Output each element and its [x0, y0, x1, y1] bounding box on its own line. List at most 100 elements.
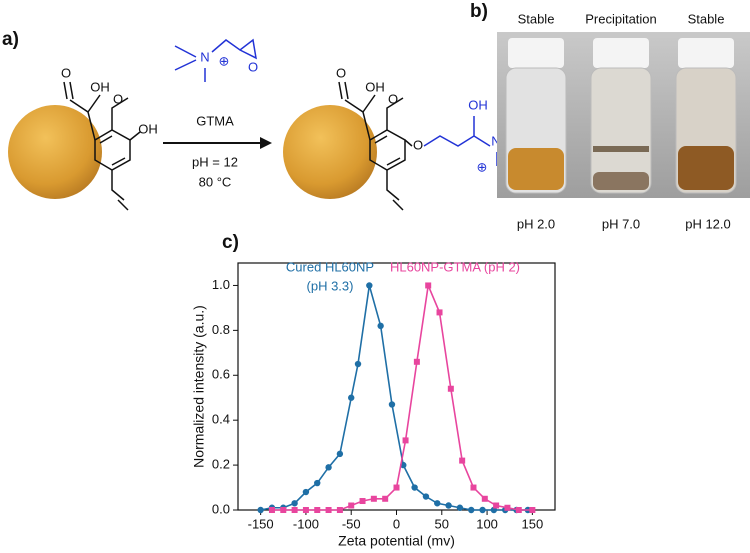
y-tick-label: 0.8: [212, 322, 230, 337]
x-tick-label: 0: [393, 516, 400, 531]
series-line: [260, 285, 528, 511]
marker: [325, 464, 332, 471]
atom-label: OH: [138, 121, 158, 136]
marker: [359, 498, 366, 505]
marker: [257, 506, 264, 514]
marker: [393, 484, 400, 491]
series-label: HL60NP-GTMA (pH 2): [390, 259, 520, 274]
marker: [302, 488, 310, 496]
atom-label: O: [113, 91, 123, 106]
marker: [291, 500, 298, 507]
marker: [529, 507, 536, 513]
y-axis-label: Normalized intensity (a.u.): [191, 305, 207, 468]
marker: [388, 401, 396, 408]
reactant: O OH O OH: [8, 65, 158, 211]
y-tick-label: 0.0: [212, 501, 230, 516]
marker: [515, 507, 522, 513]
marker: [504, 504, 511, 511]
vial-status: Stable: [518, 11, 555, 26]
panel-label: b): [470, 1, 488, 22]
x-tick-label: -50: [342, 516, 361, 531]
marker: [470, 484, 477, 491]
vial: [590, 38, 652, 194]
plot-frame: [237, 262, 556, 511]
marker: [336, 507, 343, 513]
x-tick-label: -150: [248, 516, 274, 531]
atom-label: N: [200, 49, 209, 64]
marker: [402, 437, 409, 444]
marker: [493, 502, 500, 509]
atom-label: O: [413, 137, 423, 152]
series-label: Cured HL60NP: [286, 259, 374, 274]
x-tick-label: -100: [293, 516, 319, 531]
atom-label: ⊕: [477, 159, 488, 174]
y-tick-label: 0.6: [212, 367, 230, 382]
marker: [377, 322, 384, 330]
marker: [314, 507, 321, 513]
x-axis-label: Zeta potential (mv): [338, 533, 455, 549]
marker: [445, 502, 452, 509]
atom-label: ⊕: [219, 53, 230, 68]
vial-ph: pH 2.0: [517, 216, 555, 231]
vial-photo: Stable Precipitation Stable pH 2.0 pH 7.…: [497, 11, 750, 231]
x-tick-label: 100: [476, 516, 498, 531]
atom-label: O: [61, 65, 71, 80]
vial: [505, 38, 567, 194]
atom-label: OH: [90, 79, 110, 94]
marker: [413, 358, 420, 365]
marker: [336, 450, 344, 458]
marker: [348, 394, 355, 401]
x-tick-label: 150: [522, 516, 544, 531]
reagent: N ⊕ O GTMA pH = 12 80 °C: [163, 38, 272, 189]
marker: [459, 457, 466, 464]
marker: [425, 282, 432, 289]
marker: [348, 502, 355, 509]
series-label: (pH 3.3): [307, 278, 354, 293]
vial-status: Precipitation: [585, 11, 657, 26]
marker: [479, 506, 486, 514]
y-tick-label: 1.0: [212, 277, 230, 292]
marker: [436, 309, 443, 316]
marker: [354, 360, 362, 368]
vial-status: Stable: [688, 11, 725, 26]
vial: [675, 38, 737, 194]
marker: [447, 385, 454, 392]
marker: [422, 493, 430, 500]
marker: [291, 507, 298, 513]
series-line: [271, 282, 533, 511]
atom-label: O: [248, 59, 258, 74]
marker: [411, 484, 418, 491]
y-tick-label: 0.2: [212, 457, 230, 472]
atom-label: N: [491, 133, 500, 148]
panel-label: c): [222, 232, 239, 253]
marker: [280, 507, 287, 513]
nanoparticle: [8, 105, 102, 199]
marker: [366, 282, 373, 289]
marker: [314, 479, 321, 487]
marker: [434, 500, 441, 507]
chart: -150 -100 -50 0 50 100 150 0.0 0.2 0.4 0.6 0.8 1.0 Ze…: [191, 259, 556, 549]
product: O OH O O OH N ⊕: [283, 65, 515, 211]
marker: [325, 507, 332, 513]
x-tick-label: 50: [435, 516, 449, 531]
marker: [370, 495, 377, 502]
marker: [302, 507, 309, 513]
y-tick-label: 0.4: [212, 412, 230, 427]
vial-ph: pH 7.0: [602, 216, 640, 231]
condition: pH = 12: [192, 154, 238, 169]
atom-label: O: [336, 65, 346, 80]
marker: [481, 495, 488, 502]
marker: [382, 495, 389, 502]
marker: [468, 506, 475, 514]
condition: 80 °C: [199, 174, 232, 189]
atom-label: O: [388, 91, 398, 106]
atom-label: OH: [468, 97, 488, 112]
panel-label: a): [2, 29, 19, 50]
marker: [268, 507, 275, 513]
marker: [456, 504, 464, 511]
atom-label: OH: [365, 79, 385, 94]
nanoparticle: [283, 105, 377, 199]
reagent-name: GTMA: [196, 113, 234, 128]
vial-ph: pH 12.0: [685, 216, 731, 231]
